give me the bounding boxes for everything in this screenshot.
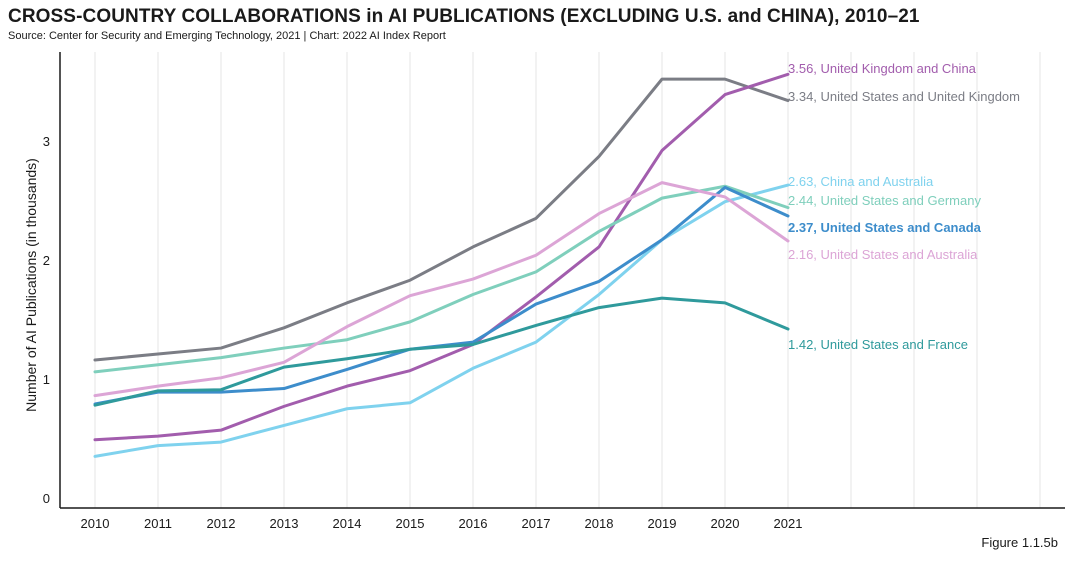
series-end-label: 1.42, United States and France [788, 337, 968, 352]
series-line [93, 296, 790, 407]
series-line [93, 185, 790, 406]
x-tick-label: 2016 [459, 516, 488, 531]
end-labels: 3.34, United States and United Kingdom 3.… [788, 61, 1020, 352]
x-tick-label: 2018 [585, 516, 614, 531]
x-tick-label: 2015 [396, 516, 425, 531]
figure-label: Figure 1.1.5b [981, 535, 1058, 550]
series-line [93, 181, 790, 398]
x-tick-label: 2012 [207, 516, 236, 531]
y-tick-label: 1 [43, 372, 50, 387]
series-lines [93, 72, 790, 458]
series-end-label: 2.16, United States and Australia [788, 247, 978, 262]
series-end-label: 2.44, United States and Germany [788, 193, 981, 208]
y-tick-label: 2 [43, 253, 50, 268]
grid [94, 52, 1041, 508]
x-tick-label: 2013 [270, 516, 299, 531]
axes: 2010 2011 2012 2013 2014 2015 2016 2017 2018 2019… [43, 52, 1065, 531]
series-end-label: 2.37, United States and Canada [788, 220, 982, 235]
chart-source: Source: Center for Security and Emerging… [8, 30, 446, 42]
y-axis-title: Number of AI Publications (in thousands) [23, 158, 39, 412]
x-tick-label: 2010 [81, 516, 110, 531]
series-end-label: 3.34, United States and United Kingdom [788, 89, 1020, 104]
y-tick-label: 3 [43, 134, 50, 149]
series-line [93, 77, 790, 362]
series-line [93, 184, 790, 374]
x-tick-label: 2021 [774, 516, 803, 531]
series-line [93, 72, 790, 442]
x-tick-label: 2020 [711, 516, 740, 531]
x-tick-label: 2017 [522, 516, 551, 531]
series-end-label: 3.56, United Kingdom and China [788, 61, 977, 76]
chart-title: CROSS-COUNTRY COLLABORATIONS in AI PUBLI… [8, 6, 920, 27]
series-line [93, 183, 790, 458]
y-tick-label: 0 [43, 491, 50, 506]
x-tick-label: 2011 [144, 516, 172, 531]
x-tick-label: 2014 [333, 516, 362, 531]
x-tick-label: 2019 [648, 516, 677, 531]
series-end-label: 2.63, China and Australia [788, 174, 934, 189]
